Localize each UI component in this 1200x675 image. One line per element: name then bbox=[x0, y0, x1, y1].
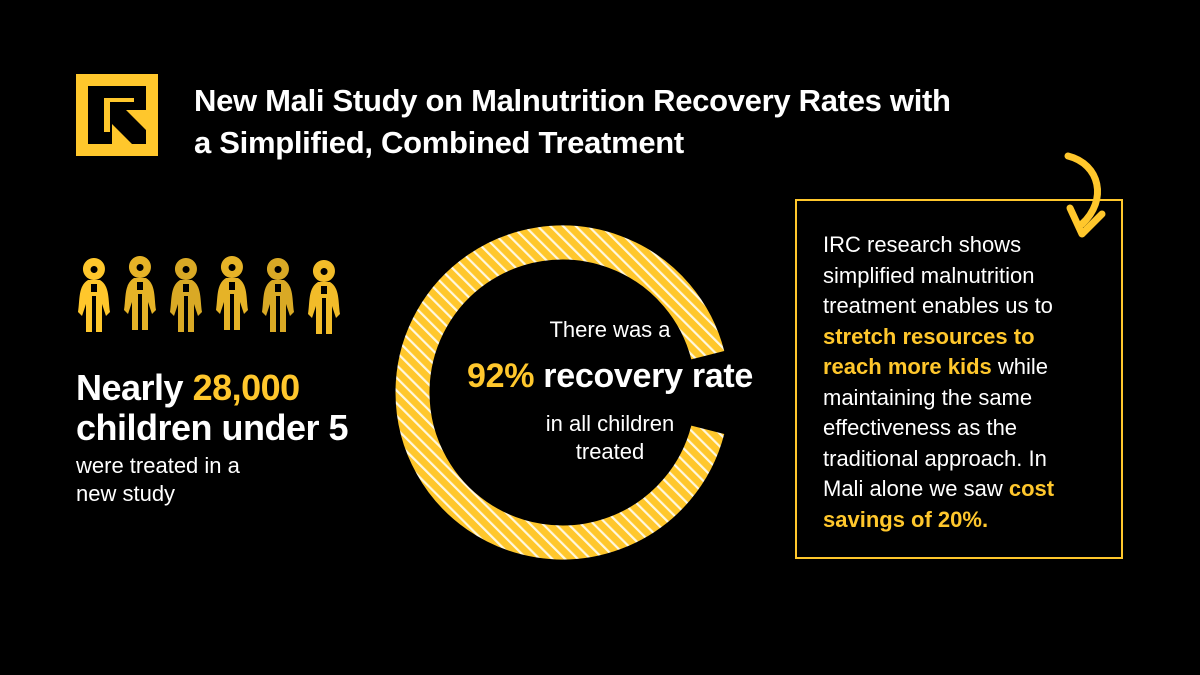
stat-sub-line-2: new study bbox=[76, 481, 176, 506]
research-box bbox=[795, 199, 1123, 559]
recovery-post-line-2: treated bbox=[575, 439, 645, 464]
recovery-label: recovery rate bbox=[543, 357, 753, 395]
research-line-8: traditional approach. In bbox=[823, 445, 1047, 471]
research-line-5: reach more kids while bbox=[823, 352, 1103, 383]
recovery-pre: There was a bbox=[549, 317, 671, 342]
research-line-3: treatment enables us to bbox=[823, 293, 1053, 318]
recovery-percent: 92% bbox=[466, 357, 535, 395]
research-line-9: Mali alone we saw cost bbox=[823, 474, 1103, 505]
research-line-4: stretch resources to bbox=[823, 323, 1035, 349]
research-line-6: maintaining the same bbox=[823, 384, 1033, 410]
title-line-2: a Simplified, Combined Treatment bbox=[194, 125, 684, 160]
children-count-stat: Nearly 28,000 children under 5 bbox=[76, 368, 376, 448]
children-number: 28,000 bbox=[192, 367, 301, 408]
recovery-ring-arc bbox=[395, 225, 725, 560]
research-line-5-rest: while bbox=[991, 354, 1048, 379]
recovery-post: in all children treated bbox=[520, 410, 700, 466]
recovery-ring bbox=[395, 225, 725, 560]
stat-line-2: children under 5 bbox=[76, 407, 349, 448]
curved-arrow-icon bbox=[1064, 152, 1106, 238]
research-highlight-cost: cost bbox=[1008, 476, 1055, 501]
research-line-10: savings of 20%. bbox=[823, 506, 989, 532]
research-highlight-reach: reach more kids bbox=[823, 354, 992, 379]
research-line-7: effectiveness as the bbox=[823, 415, 1018, 440]
children-stat-subtext: were treated in a new study bbox=[76, 452, 316, 508]
research-line-1: IRC research shows bbox=[823, 232, 1022, 257]
recovery-headline: 92% recovery rate bbox=[430, 356, 790, 396]
children-figures-icon bbox=[78, 256, 340, 334]
research-line-9-text: Mali alone we saw bbox=[823, 476, 1009, 501]
research-text: IRC research shows simplified malnutriti… bbox=[823, 230, 1103, 535]
research-line-2: simplified malnutrition bbox=[823, 262, 1035, 288]
stat-prefix: Nearly bbox=[76, 367, 184, 408]
page-title: New Mali Study on Malnutrition Recovery … bbox=[194, 80, 1074, 164]
recovery-text: There was a 92% recovery rate in all chi… bbox=[430, 316, 790, 466]
irc-logo-icon bbox=[76, 74, 158, 156]
title-line-1: New Mali Study on Malnutrition Recovery … bbox=[194, 83, 951, 118]
stat-sub-line-1: were treated in a bbox=[76, 453, 240, 478]
recovery-post-line-1: in all children bbox=[545, 411, 675, 436]
